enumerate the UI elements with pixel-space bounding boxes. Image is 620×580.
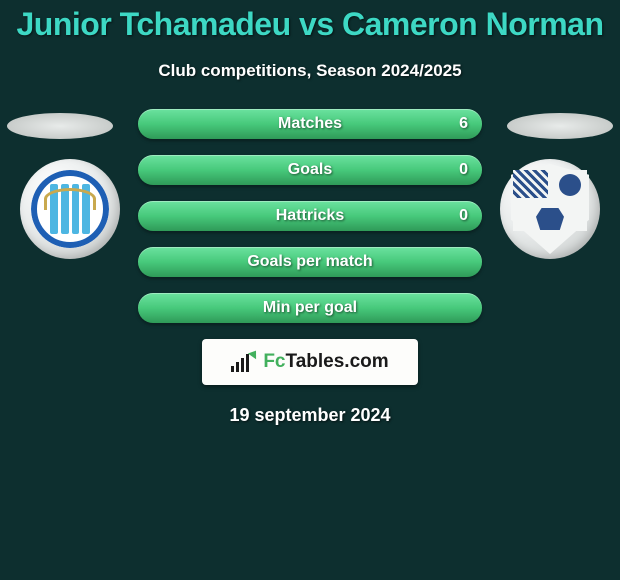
stat-row-matches: Matches 6 [138, 109, 482, 139]
stat-label: Goals per match [247, 253, 372, 271]
date-label: 19 september 2024 [0, 405, 620, 426]
colchester-crest-icon [31, 170, 109, 248]
club-badge-right [500, 159, 600, 259]
page-title: Junior Tchamadeu vs Cameron Norman [0, 0, 620, 43]
subtitle: Club competitions, Season 2024/2025 [0, 61, 620, 81]
player-photo-placeholder-right [507, 113, 613, 139]
bar-chart-icon [231, 352, 257, 372]
stat-value-right: 6 [459, 115, 468, 133]
club-badge-left [20, 159, 120, 259]
stat-row-min-per-goal: Min per goal [138, 293, 482, 323]
brand-text: FcTables.com [263, 351, 388, 373]
stat-row-goals-per-match: Goals per match [138, 247, 482, 277]
stat-value-right: 0 [459, 161, 468, 179]
stats-bars: Matches 6 Goals 0 Hattricks 0 Goals per … [138, 109, 482, 323]
player-photo-placeholder-left [7, 113, 113, 139]
tranmere-crest-icon [511, 164, 589, 254]
stat-label: Hattricks [276, 207, 344, 225]
stat-row-hattricks: Hattricks 0 [138, 201, 482, 231]
stat-label: Min per goal [263, 299, 357, 317]
stat-label: Goals [288, 161, 332, 179]
stat-value-right: 0 [459, 207, 468, 225]
stat-label: Matches [278, 115, 342, 133]
brand-badge: FcTables.com [202, 339, 418, 385]
comparison-panel: Matches 6 Goals 0 Hattricks 0 Goals per … [0, 109, 620, 426]
stat-row-goals: Goals 0 [138, 155, 482, 185]
